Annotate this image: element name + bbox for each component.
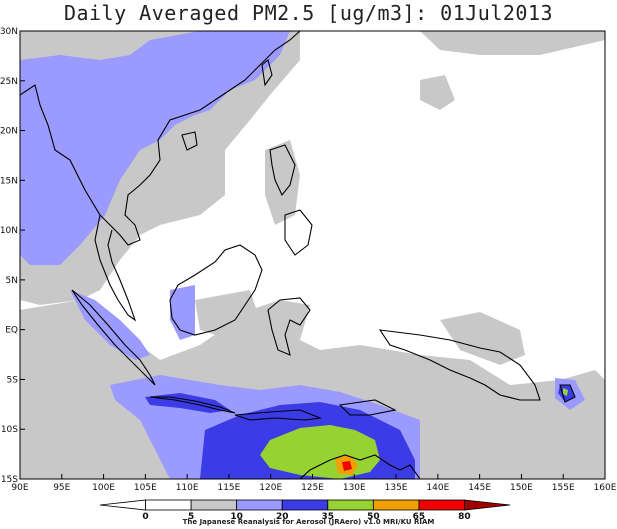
lon-tick-label: 110E: [176, 483, 199, 493]
colorbar-segment: [236, 499, 283, 511]
grey-central-patch: [195, 290, 260, 340]
lon-tick-label: 125E: [301, 483, 324, 493]
colorbar-label: 5: [188, 512, 194, 522]
lat-tick-label: 15N: [0, 176, 18, 186]
taiwan: [261, 59, 273, 87]
lat-tick-label: 15S: [1, 475, 18, 485]
lon-tick-label: 155E: [552, 483, 575, 493]
lon-tick-label: 135E: [385, 483, 408, 493]
philippines-south: [284, 209, 313, 256]
lat-tick-label: 5S: [7, 375, 19, 385]
hainan: [181, 131, 198, 151]
lat-tick-label: 25N: [0, 77, 18, 87]
colorbar-segment: [327, 499, 374, 511]
lon-tick-label: 90E: [11, 483, 28, 493]
lon-tick-label: 130E: [343, 483, 366, 493]
grey-philippines-patch: [265, 140, 300, 225]
lon-tick-label: 115E: [217, 483, 240, 493]
lon-tick-label: 120E: [259, 483, 282, 493]
timor-east: [338, 399, 397, 416]
colorbar-label: 80: [458, 512, 471, 522]
colorbar-label: 10: [230, 512, 243, 522]
latitude-axis: 30N 25N 20N 15N 10N 5N EQ 5S 10S 15S: [0, 27, 25, 485]
philippines-luzon: [269, 144, 296, 197]
colorbar-label: 20: [276, 512, 289, 522]
colorbar-segment: [464, 499, 511, 511]
yellow-east-dot: [563, 388, 568, 396]
colorbar-segment: [145, 499, 192, 511]
malay-peninsula: [94, 214, 137, 322]
lon-tick-label: 145E: [468, 483, 491, 493]
colorbar-label: 65: [413, 512, 426, 522]
colorbar-segment: [418, 499, 465, 511]
grey-band-north-east: [420, 31, 605, 55]
colorbar-segment: [281, 499, 329, 511]
lat-tick-label: 30N: [0, 27, 18, 37]
concentration-field: [20, 31, 605, 479]
lat-tick-label: 10S: [1, 425, 18, 435]
red-hotspot: [342, 461, 352, 471]
lightblue-sumatra: [70, 290, 150, 360]
coastlines: [20, 31, 576, 479]
colorbar: 0 5 10 20 35 50 65 80: [99, 499, 511, 522]
colorbar-label: 0: [142, 512, 148, 522]
longitude-axis: 90E 95E 100E 105E 110E 115E 120E 125E 130E 135E 14…: [11, 474, 617, 493]
australia-north: [299, 454, 421, 479]
colorbar-segment: [190, 499, 238, 511]
lat-tick-label: 5N: [6, 276, 18, 286]
java: [149, 396, 236, 414]
lat-tick-label: 20N: [0, 127, 18, 137]
colorbar-segment: [372, 499, 420, 511]
colorbar-label: 35: [322, 512, 335, 522]
indochina-coast: [20, 31, 301, 246]
credit-text: The Japanese Reanalysis for Aerosol (JRA…: [182, 518, 435, 526]
lon-tick-label: 100E: [92, 483, 115, 493]
lon-tick-label: 95E: [53, 483, 70, 493]
solomon-isle: [559, 384, 576, 403]
lat-tick-label: 10N: [0, 226, 18, 236]
sumatra: [71, 289, 156, 386]
map-title: Daily Averaged PM2.5 [ug/m3]: 01Jul2013: [63, 1, 554, 25]
new-guinea: [378, 329, 541, 401]
grey-new-guinea-patch: [440, 312, 525, 365]
lon-tick-label: 140E: [426, 483, 449, 493]
timor-flores: [234, 409, 323, 421]
colorbar-segment: [99, 499, 146, 511]
lon-tick-label: 150E: [510, 483, 533, 493]
lon-tick-label: 105E: [134, 483, 157, 493]
sulawesi: [267, 297, 311, 356]
borneo: [169, 244, 263, 336]
grey-east-patch: [420, 75, 455, 110]
lon-tick-label: 160E: [594, 483, 617, 493]
lat-tick-label: EQ: [5, 326, 18, 336]
lightblue-borneo-patch: [170, 285, 195, 340]
colorbar-label: 50: [367, 512, 380, 522]
lightblue-north-west: [20, 31, 290, 265]
